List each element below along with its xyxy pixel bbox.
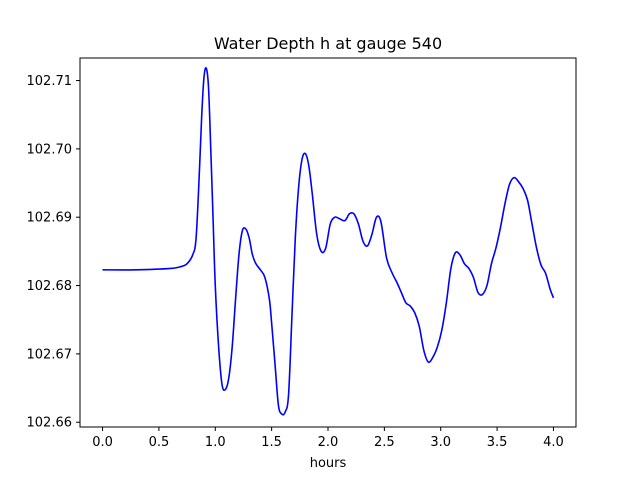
y-tick-label: 102.69 xyxy=(27,211,73,226)
x-tick-label: 3.0 xyxy=(430,435,451,450)
x-tick-label: 2.0 xyxy=(318,435,339,450)
x-tick-label: 1.0 xyxy=(205,435,226,450)
y-tick-label: 102.67 xyxy=(27,347,73,362)
plot-area xyxy=(80,58,576,427)
series-line-0 xyxy=(102,67,555,416)
y-tick-label: 102.66 xyxy=(27,416,73,431)
x-tick-label: 0.5 xyxy=(149,435,170,450)
x-tick-label: 0.0 xyxy=(92,435,113,450)
chart-marks: 0.0 0.5 1.0 1.5 2.0 2.5 3.0 3.5 4.0 102.66 102.67 1… xyxy=(27,67,564,450)
x-tick-label: 2.5 xyxy=(374,435,395,450)
x-axis-label: hours xyxy=(310,456,347,471)
x-tick-label: 4.0 xyxy=(543,435,564,450)
y-tick-label: 102.70 xyxy=(27,142,73,157)
chart-title: Water Depth h at gauge 540 xyxy=(214,34,442,53)
x-tick-label: 3.5 xyxy=(487,435,508,450)
x-tick-label: 1.5 xyxy=(261,435,282,450)
y-tick-label: 102.71 xyxy=(27,74,73,89)
y-tick-label: 102.68 xyxy=(27,279,73,294)
plot-frame xyxy=(79,57,577,428)
